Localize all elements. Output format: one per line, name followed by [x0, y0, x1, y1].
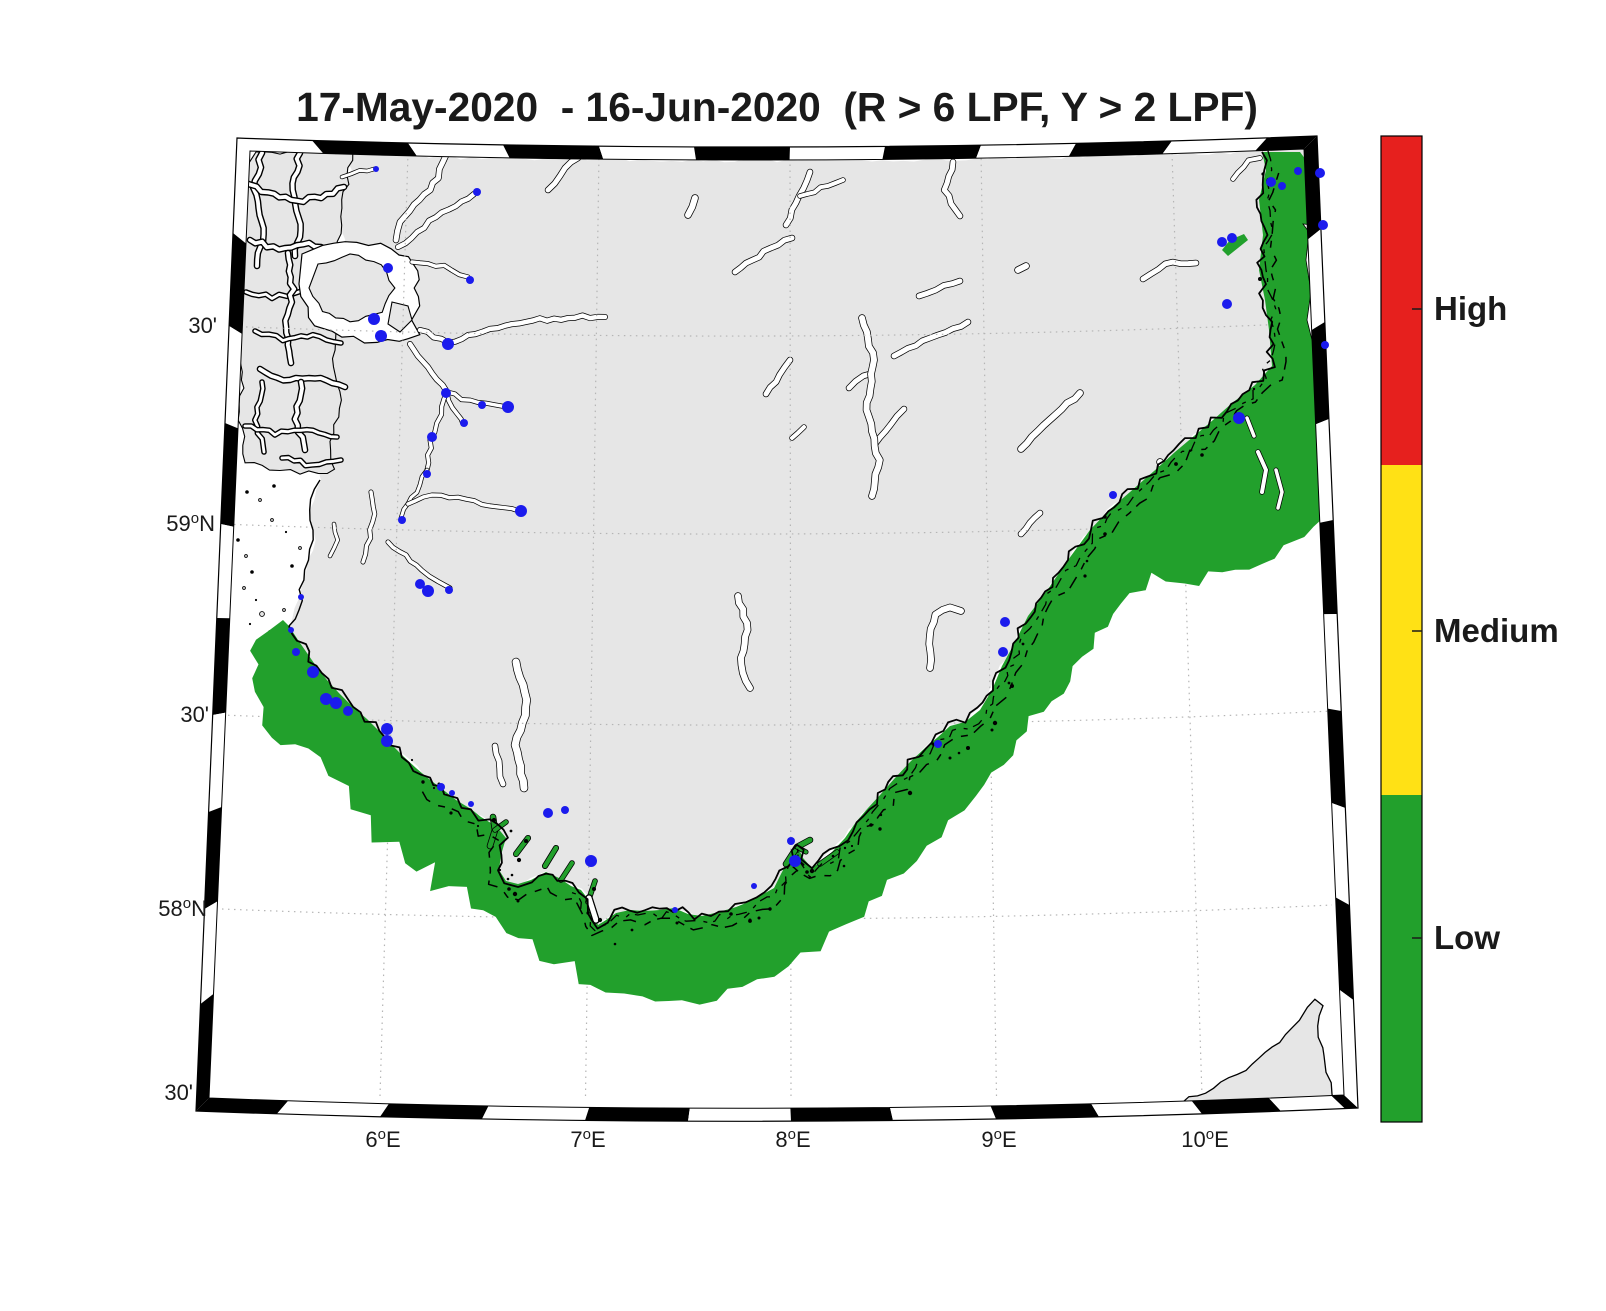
svg-text:Medium: Medium: [1434, 612, 1559, 649]
svg-text:30': 30': [164, 1080, 193, 1105]
svg-text:58oN: 58oN: [158, 895, 207, 921]
svg-text:59oN: 59oN: [166, 510, 215, 536]
svg-text:9oE: 9oE: [981, 1126, 1016, 1152]
svg-text:17-May-2020 - 16-Jun-2020 (R: 17-May-2020 - 16-Jun-2020 (R > 6 LPF, Y …: [296, 84, 1258, 130]
svg-text:Low: Low: [1434, 919, 1500, 956]
svg-text:10oE: 10oE: [1181, 1126, 1229, 1152]
svg-text:30': 30': [188, 313, 217, 338]
svg-text:7oE: 7oE: [570, 1126, 605, 1152]
svg-text:30': 30': [180, 702, 209, 727]
svg-text:High: High: [1434, 290, 1507, 327]
